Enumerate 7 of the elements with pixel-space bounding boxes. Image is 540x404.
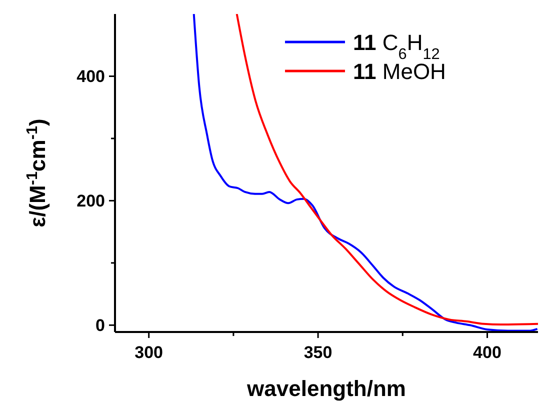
y-tick-label: 200 [76, 192, 105, 211]
y-tick-label: 400 [76, 67, 105, 86]
x-tick-label: 350 [304, 343, 332, 362]
x-axis-title: wavelength/nm [246, 376, 406, 401]
x-tick-label: 300 [134, 343, 164, 362]
y-tick-label: 0 [96, 316, 105, 336]
x-tick-label: 400 [473, 343, 502, 362]
